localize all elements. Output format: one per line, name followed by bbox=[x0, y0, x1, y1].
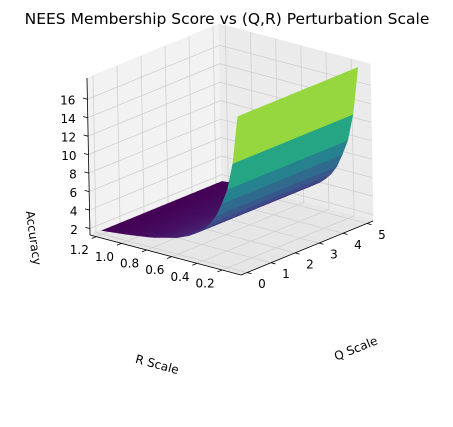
z-tick-label: 4 bbox=[70, 205, 78, 219]
z-tick-label: 10 bbox=[61, 149, 76, 163]
gridline-q bbox=[212, 26, 368, 224]
x-tick-label: 0.6 bbox=[145, 263, 164, 277]
z-tick-mark bbox=[84, 171, 89, 174]
gridline-q bbox=[140, 55, 296, 254]
gridline-q bbox=[92, 75, 248, 273]
surface-patch bbox=[347, 67, 359, 117]
x-tick-mark bbox=[192, 262, 198, 266]
gridline-accuracy bbox=[89, 155, 373, 211]
z-tick-label: 14 bbox=[61, 112, 76, 126]
x-axis-line bbox=[89, 234, 242, 276]
z-tick-label: 16 bbox=[60, 94, 75, 108]
x-axis-title: R Scale bbox=[134, 352, 181, 377]
x-tick-label: 1.0 bbox=[95, 250, 114, 264]
gridline-q bbox=[116, 65, 272, 264]
x-tick-label: 0.4 bbox=[170, 270, 189, 284]
z-tick-mark bbox=[83, 134, 89, 137]
gridline-q bbox=[164, 46, 320, 244]
z-axis-line bbox=[86, 77, 91, 236]
y-tick-mark bbox=[270, 262, 276, 265]
y-tick-label: 2 bbox=[306, 257, 314, 271]
z-tick-mark bbox=[83, 153, 89, 156]
gridline-accuracy bbox=[89, 174, 373, 229]
gridline-q bbox=[188, 36, 344, 234]
z-tick-mark bbox=[84, 208, 90, 211]
x-tick-mark bbox=[116, 242, 122, 246]
z-tick-mark bbox=[85, 226, 90, 229]
x-tick-label: 1.2 bbox=[70, 243, 89, 257]
z-tick-label: 12 bbox=[61, 131, 76, 145]
x-tick-mark bbox=[167, 256, 172, 259]
y-tick-mark bbox=[318, 242, 324, 245]
y-tick-mark bbox=[246, 272, 252, 275]
y-tick-mark bbox=[294, 252, 300, 255]
y-axis-title: Q Scale bbox=[332, 334, 379, 364]
y-axis-line bbox=[240, 220, 374, 276]
y-tick-label: 3 bbox=[330, 248, 338, 262]
z-axis-title: Accuracy bbox=[23, 210, 44, 266]
y-tick-mark bbox=[366, 223, 372, 226]
z-tick-label: 2 bbox=[70, 223, 78, 237]
z-tick-label: 8 bbox=[69, 168, 77, 182]
y-tick-label: 0 bbox=[258, 277, 266, 291]
z-tick-label: 6 bbox=[70, 186, 78, 200]
gridline-accuracy bbox=[87, 44, 371, 100]
y-tick-label: 4 bbox=[354, 238, 362, 252]
x-tick-mark bbox=[141, 249, 147, 253]
y-tick-mark bbox=[342, 232, 348, 235]
z-tick-mark bbox=[83, 116, 88, 119]
chart-title: NEES Membership Score vs (Q,R) Perturbat… bbox=[25, 10, 430, 28]
x-tick-label: 0.8 bbox=[120, 257, 139, 271]
z-tick-mark bbox=[84, 190, 90, 192]
x-tick-mark bbox=[91, 236, 97, 239]
y-tick-label: 5 bbox=[378, 228, 386, 242]
x-tick-mark bbox=[217, 269, 223, 273]
z-tick-mark bbox=[82, 97, 88, 100]
x-tick-label: 0.2 bbox=[196, 277, 215, 291]
y-tick-label: 1 bbox=[282, 267, 290, 281]
